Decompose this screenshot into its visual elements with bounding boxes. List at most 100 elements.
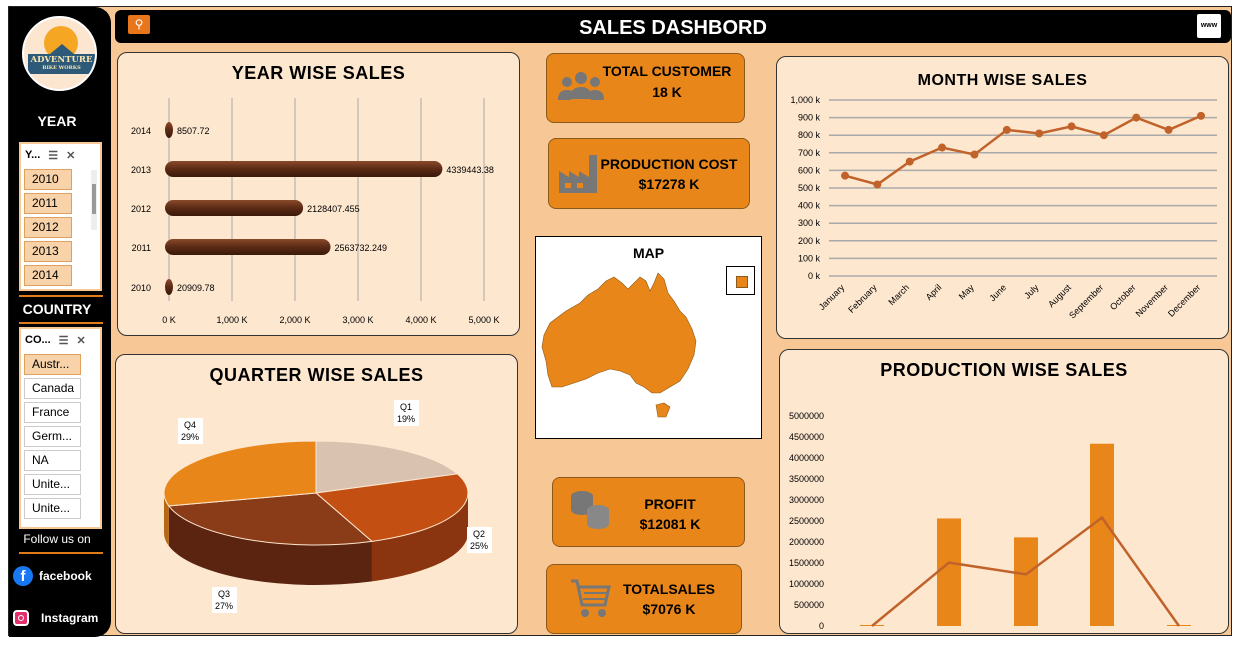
x-tick-label: December [1166, 282, 1202, 318]
total-customer-value: 18 K [652, 84, 682, 100]
pie-slice [167, 492, 374, 546]
month-point [905, 157, 914, 166]
year-bar [165, 161, 443, 177]
australia-map[interactable] [536, 237, 763, 440]
year-slicer-title: Y... [25, 149, 41, 161]
country-slicer-title: CO... [25, 334, 51, 346]
year-wise-sales-panel: YEAR WISE SALES 0 K 1,000 K 2,000 K 3,000 K… [117, 52, 520, 336]
factory-icon [559, 155, 597, 193]
pie-label: Q4 [184, 420, 196, 430]
www-icon[interactable]: www [1197, 14, 1221, 38]
country-slicer-item[interactable]: Canada [24, 378, 81, 399]
y-tick-label: 2010 [131, 283, 151, 293]
y-tick-label: 900 k [798, 113, 821, 123]
x-tick-label: March [886, 282, 911, 307]
year-slicer-item[interactable]: 2013 [24, 241, 72, 262]
x-tick-label: August [1046, 282, 1073, 309]
year-slicer-scrollbar[interactable] [91, 170, 97, 230]
x-tick-label: 5,000 K [468, 315, 499, 325]
y-tick-label: 2011 [132, 243, 151, 253]
y-tick-label: 1000000 [789, 579, 824, 589]
total-customer-label: TOTAL CUSTOMER [602, 63, 732, 79]
pie-percent: 19% [397, 414, 415, 424]
x-tick-label: 1,000 K [216, 315, 247, 325]
country-slicer-item[interactable]: Unite... [24, 498, 81, 519]
multi-select-icon[interactable]: ☰ [48, 149, 59, 162]
y-tick-label: 0 [819, 621, 824, 631]
x-tick-label: 4,000 K [405, 315, 436, 325]
x-tick-label: 3,000 K [342, 315, 373, 325]
multi-select-icon[interactable]: ☰ [58, 334, 69, 347]
y-tick-label: 3500000 [789, 474, 824, 484]
shopping-cart-icon [571, 579, 611, 617]
pie-slice [315, 440, 459, 494]
y-tick-label: 2000000 [789, 537, 824, 547]
customers-icon [558, 72, 604, 100]
bike-icon[interactable]: ⚲ [128, 15, 150, 34]
map-legend[interactable] [726, 266, 755, 295]
year-bar [165, 239, 331, 255]
follow-us-text: Follow us on [23, 532, 91, 546]
y-tick-label: 3000000 [789, 495, 824, 505]
month-point [1035, 129, 1044, 138]
country-slicer-header: CO... ☰ ✕ [21, 329, 100, 351]
month-point [1132, 113, 1141, 122]
bar-value-label: 20909.78 [177, 283, 215, 293]
pie-percent: 27% [215, 601, 233, 611]
map-panel: MAP [535, 236, 762, 439]
x-tick-label: January [817, 282, 847, 312]
y-tick-label: 800 k [798, 130, 821, 140]
country-slicer-item[interactable]: NA [24, 450, 81, 471]
total-sales-label: TOTALSALES [622, 581, 716, 597]
month-point [841, 171, 849, 180]
instagram-link[interactable]: Instagram [13, 610, 98, 626]
y-tick-label: 2500000 [789, 516, 824, 526]
country-heading: COUNTRY [22, 301, 92, 317]
pie-side [371, 493, 468, 582]
bar-value-label: 2128407.455 [307, 204, 360, 214]
pie-label-box [178, 418, 203, 444]
y-tick-label: 200 k [798, 236, 821, 246]
y-tick-label: 4000000 [789, 453, 824, 463]
country-slicer-item[interactable]: Germ... [24, 426, 81, 447]
clear-filter-icon[interactable]: ✕ [66, 149, 76, 162]
year-slicer-item[interactable]: 2010 [24, 169, 72, 190]
y-tick-label: 5000000 [789, 411, 824, 421]
year-slicer-item[interactable]: 2012 [24, 217, 72, 238]
production-cost-label: PRODUCTION COST [600, 156, 738, 172]
profit-value: $12081 K [639, 516, 701, 532]
y-tick-label: 0 k [808, 271, 821, 281]
facebook-link[interactable]: f facebook [13, 566, 92, 586]
country-slicer-item[interactable]: France [24, 402, 81, 423]
month-point [970, 150, 979, 159]
year-slicer-item[interactable]: 2014 [24, 265, 72, 286]
quarter-wise-sales-panel: QUARTER WISE SALES Q1 19% Q2 25% Q3 27% Q4 29% [115, 354, 518, 634]
pie-label-box [212, 587, 237, 613]
profit-card: PROFIT $12081 K [552, 477, 745, 547]
x-tick-label: November [1134, 282, 1170, 318]
y-tick-label: 4500000 [789, 432, 824, 442]
month-point [1197, 111, 1205, 120]
year-bar [165, 122, 173, 138]
x-tick-label: May [957, 282, 976, 301]
bar-value-label: 8507.72 [177, 126, 210, 136]
tasmania-shape [655, 402, 671, 418]
y-tick-label: 2013 [131, 165, 151, 175]
total-sales-card: TOTALSALES $7076 K [546, 564, 742, 634]
dashboard: ADVENTURE BIKE WORKS YEAR Y... ☰ ✕ 2010 … [8, 6, 1232, 637]
production-wise-sales-title: PRODUCTION WISE SALES [880, 360, 1128, 380]
bar-value-label: 2563732.249 [335, 243, 388, 253]
month-point [1164, 125, 1173, 134]
country-slicer[interactable]: CO... ☰ ✕ Austr... Canada France Germ...… [19, 327, 102, 529]
pie-label-box [467, 527, 492, 553]
year-wise-sales-chart: 0 K 1,000 K 2,000 K 3,000 K 4,000 K 5,000 K 20… [131, 98, 500, 325]
pie-slice [163, 440, 317, 507]
country-slicer-item[interactable]: Unite... [24, 474, 81, 495]
clear-filter-icon[interactable]: ✕ [76, 334, 86, 347]
y-tick-label: 2012 [131, 204, 151, 214]
country-slicer-item[interactable]: Austr... [24, 354, 81, 375]
year-slicer-item[interactable]: 2011 [24, 193, 72, 214]
production-bar [937, 518, 961, 626]
coins-icon [571, 491, 609, 529]
year-slicer[interactable]: Y... ☰ ✕ 2010 2011 2012 2013 2014 [19, 142, 102, 291]
